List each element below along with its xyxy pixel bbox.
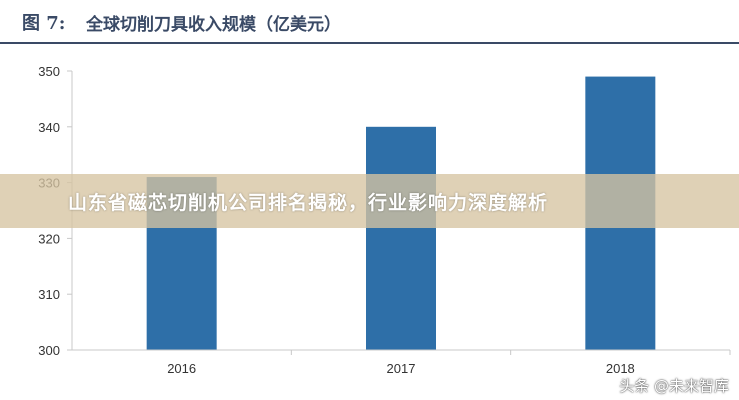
y-tick-label: 340 (38, 120, 60, 135)
x-tick-label-2016: 2016 (167, 361, 196, 376)
headline-text: 山东省磁芯切削机公司排名揭秘，行业影响力深度解析 (68, 192, 549, 214)
x-tick-label-2018: 2018 (606, 361, 635, 376)
figure-title: 全球切削刀具收入规模（亿美元） (86, 15, 341, 35)
y-tick-label: 350 (38, 64, 60, 79)
y-tick-label: 320 (38, 231, 60, 246)
y-tick-label: 310 (38, 287, 60, 302)
figure-number: 图 7: (22, 13, 66, 34)
watermark: 头条 @未来智库 (619, 377, 729, 395)
x-tick-label-2017: 2017 (387, 361, 416, 376)
bar-2017 (366, 126, 436, 350)
y-tick-label: 300 (38, 343, 60, 358)
x-axis: 2016 2017 2018 (72, 349, 731, 376)
headline-banner (0, 174, 739, 228)
figure-header: 图 7: 全球切削刀具收入规模（亿美元） (0, 0, 739, 44)
